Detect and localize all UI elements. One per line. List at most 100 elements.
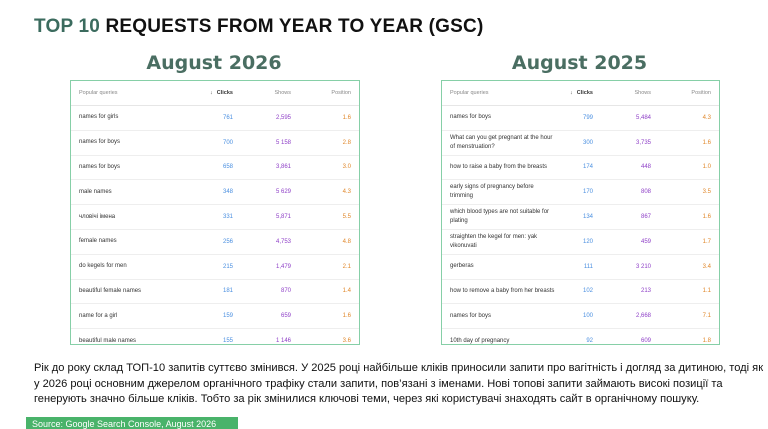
- shows-cell: 1,479: [275, 263, 291, 270]
- shows-cell: 3,861: [275, 164, 291, 171]
- table-row[interactable]: names for boys 658 3,861 3.0: [71, 156, 359, 181]
- position-cell: 1.7: [702, 238, 711, 245]
- clicks-cell: 331: [222, 214, 233, 221]
- position-cell: 7.1: [702, 313, 711, 320]
- clicks-cell: 256: [222, 238, 233, 245]
- table-row[interactable]: do kegels for men 215 1,479 2.1: [71, 255, 359, 280]
- query-cell: names for boys: [79, 139, 121, 146]
- clicks-cell: 300: [582, 139, 593, 146]
- shows-cell: 2,668: [635, 313, 651, 320]
- shows-cell: 5,484: [635, 114, 651, 121]
- table-row[interactable]: gerberas 111 3 210 3.4: [442, 255, 719, 280]
- clicks-cell: 799: [582, 114, 593, 121]
- position-cell: 1.6: [342, 313, 351, 320]
- sort-arrow-icon: ↓: [210, 90, 213, 96]
- table-row[interactable]: how to raise a baby from the breasts 174 4…: [442, 156, 719, 181]
- query-cell: name for a girl: [79, 312, 118, 319]
- query-cell: male names: [79, 188, 112, 195]
- shows-cell: 5 629: [275, 189, 291, 196]
- position-cell: 4.3: [342, 189, 351, 196]
- shows-cell: 4,753: [275, 238, 291, 245]
- table-row[interactable]: beautiful female names 181 870 1.4: [71, 280, 359, 305]
- shows-cell: 5,871: [275, 214, 291, 221]
- shows-cell: 659: [280, 313, 291, 320]
- table-row[interactable]: how to remove a baby from her breasts 102…: [442, 280, 719, 305]
- clicks-cell: 100: [582, 313, 593, 320]
- description-text: Рік до року склад ТОП-10 запитів суттєво…: [34, 362, 764, 405]
- position-cell: 4.8: [342, 238, 351, 245]
- table-body: names for girls 761 2,595 1.6 names for boys…: [71, 106, 359, 353]
- table-row[interactable]: What can you get pregnant at the hour of…: [442, 131, 719, 156]
- clicks-cell: 700: [222, 139, 233, 146]
- shows-cell: 448: [640, 164, 651, 171]
- query-cell: how to raise a baby from the breasts: [450, 163, 548, 170]
- position-cell: 3.0: [342, 164, 351, 171]
- position-cell: 1.6: [702, 139, 711, 146]
- query-cell: which blood types are not suitable for p…: [450, 209, 550, 225]
- query-cell: чловічі імена: [79, 213, 116, 220]
- clicks-cell: 120: [582, 238, 593, 245]
- left-queries-table: Popular queries ↓ Clicks Shows Position n…: [70, 80, 360, 345]
- col-clicks-label: Clicks: [576, 90, 593, 96]
- col-shows-header[interactable]: Shows: [634, 90, 651, 96]
- position-cell: 1.6: [342, 114, 351, 121]
- query-cell: beautiful male names: [79, 337, 137, 344]
- query-cell: do kegels for men: [79, 263, 127, 270]
- shows-cell: 2,595: [275, 114, 291, 121]
- table-row[interactable]: early signs of pregnancy before trimming…: [442, 180, 719, 206]
- position-cell: 5.5: [342, 214, 351, 221]
- position-cell: 2.1: [342, 263, 351, 270]
- clicks-cell: 155: [222, 338, 233, 345]
- col-clicks-header[interactable]: ↓ Clicks: [195, 90, 233, 96]
- clicks-cell: 170: [582, 189, 593, 196]
- table-row[interactable]: name for a girl 159 659 1.6: [71, 304, 359, 330]
- col-queries-header[interactable]: Popular queries: [450, 89, 489, 96]
- query-cell: names for boys: [450, 114, 492, 121]
- clicks-cell: 761: [222, 114, 233, 121]
- col-position-header[interactable]: Position: [331, 90, 351, 96]
- table-row[interactable]: чловічі імена 331 5,871 5.5: [71, 205, 359, 230]
- table-row[interactable]: male names 348 5 629 4.3: [71, 180, 359, 206]
- col-shows-header[interactable]: Shows: [274, 90, 291, 96]
- table-row[interactable]: names for girls 761 2,595 1.6: [71, 106, 359, 131]
- position-cell: 3.5: [702, 189, 711, 196]
- shows-cell: 213: [640, 288, 651, 295]
- position-cell: 2.8: [342, 139, 351, 146]
- position-cell: 3.6: [342, 338, 351, 345]
- shows-cell: 870: [280, 288, 291, 295]
- table-row[interactable]: names for boys 799 5,484 4.3: [442, 106, 719, 131]
- col-queries-header[interactable]: Popular queries: [79, 89, 118, 96]
- shows-cell: 867: [640, 214, 651, 221]
- query-cell: What can you get pregnant at the hour of…: [450, 134, 553, 150]
- query-cell: how to remove a baby from her breasts: [450, 287, 555, 294]
- shows-cell: 3 210: [635, 263, 651, 270]
- position-cell: 1.1: [702, 288, 711, 295]
- table-row[interactable]: names for boys 700 5 158 2.8: [71, 131, 359, 156]
- col-position-header[interactable]: Position: [691, 90, 711, 96]
- table-body: names for boys 799 5,484 4.3 What can you ge…: [442, 106, 719, 353]
- clicks-cell: 215: [222, 263, 233, 270]
- position-cell: 4.3: [702, 114, 711, 121]
- query-cell: straighten the kegel for men: yak vikonu…: [450, 233, 538, 249]
- clicks-cell: 102: [582, 288, 593, 295]
- query-cell: gerberas: [450, 263, 474, 270]
- clicks-cell: 181: [222, 288, 233, 295]
- table-row[interactable]: names for boys 100 2,668 7.1: [442, 304, 719, 330]
- source-label: Source: Google Search Console, August 20…: [26, 417, 238, 429]
- shows-cell: 5 158: [275, 139, 291, 146]
- table-row[interactable]: female names 256 4,753 4.8: [71, 230, 359, 255]
- table-row[interactable]: beautiful male names 155 1 146 3.6: [71, 329, 359, 353]
- col-clicks-header[interactable]: ↓ Clicks: [555, 90, 593, 96]
- table-row[interactable]: straighten the kegel for men: yak vikonu…: [442, 230, 719, 255]
- table-row[interactable]: which blood types are not suitable for p…: [442, 205, 719, 230]
- clicks-cell: 134: [582, 214, 593, 221]
- shows-cell: 808: [640, 189, 651, 196]
- col-clicks-label: Clicks: [216, 90, 233, 96]
- clicks-cell: 174: [582, 164, 593, 171]
- query-cell: early signs of pregnancy before trimming: [450, 184, 534, 200]
- position-cell: 1.6: [702, 214, 711, 221]
- table-row[interactable]: 10th day of pregnancy 92 609 1.8: [442, 329, 719, 353]
- query-cell: female names: [79, 238, 117, 245]
- clicks-cell: 92: [586, 338, 593, 345]
- shows-cell: 3,735: [635, 139, 651, 146]
